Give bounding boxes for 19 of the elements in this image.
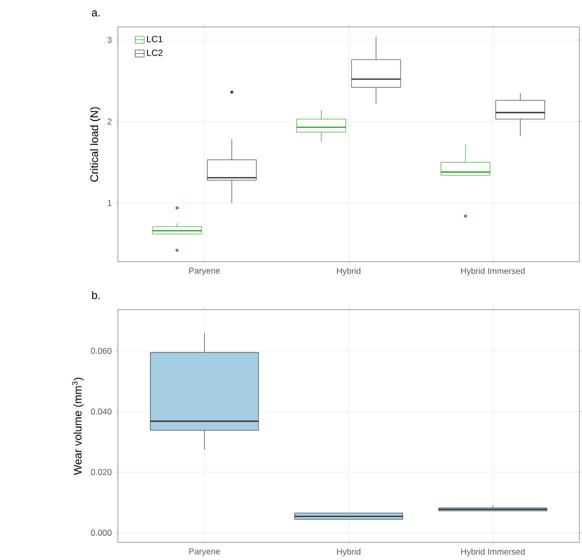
x-tick-label: Hybrid [337,548,360,556]
x-tick-label: Hybrid Immersed [461,548,525,556]
x-tick-label: Paryene [189,268,220,276]
y-axis-title: Wear volume (mm$^{3}$) [72,378,84,475]
y-axis-title: Critical load (N) [90,106,100,182]
y-tick-label: 2 [108,118,112,124]
chart-title: b. [92,290,100,299]
y-tick-label: 1 [108,200,112,206]
legend-label: LC1 [147,36,162,42]
y-tick-label: 0.020 [90,468,112,475]
y-tick-label: 0.040 [90,408,112,414]
y-tick-label: 3 [107,36,112,43]
x-tick-label: Paryene [189,548,220,556]
y-tick-label: 0.000 [90,530,112,536]
legend-label: LC2 [147,49,162,56]
chart-title: a. [92,10,100,16]
y-tick-label: 0.060 [90,348,112,354]
x-tick-label: Hybrid Immersed [461,268,525,276]
x-tick-label: Hybrid [337,268,360,276]
